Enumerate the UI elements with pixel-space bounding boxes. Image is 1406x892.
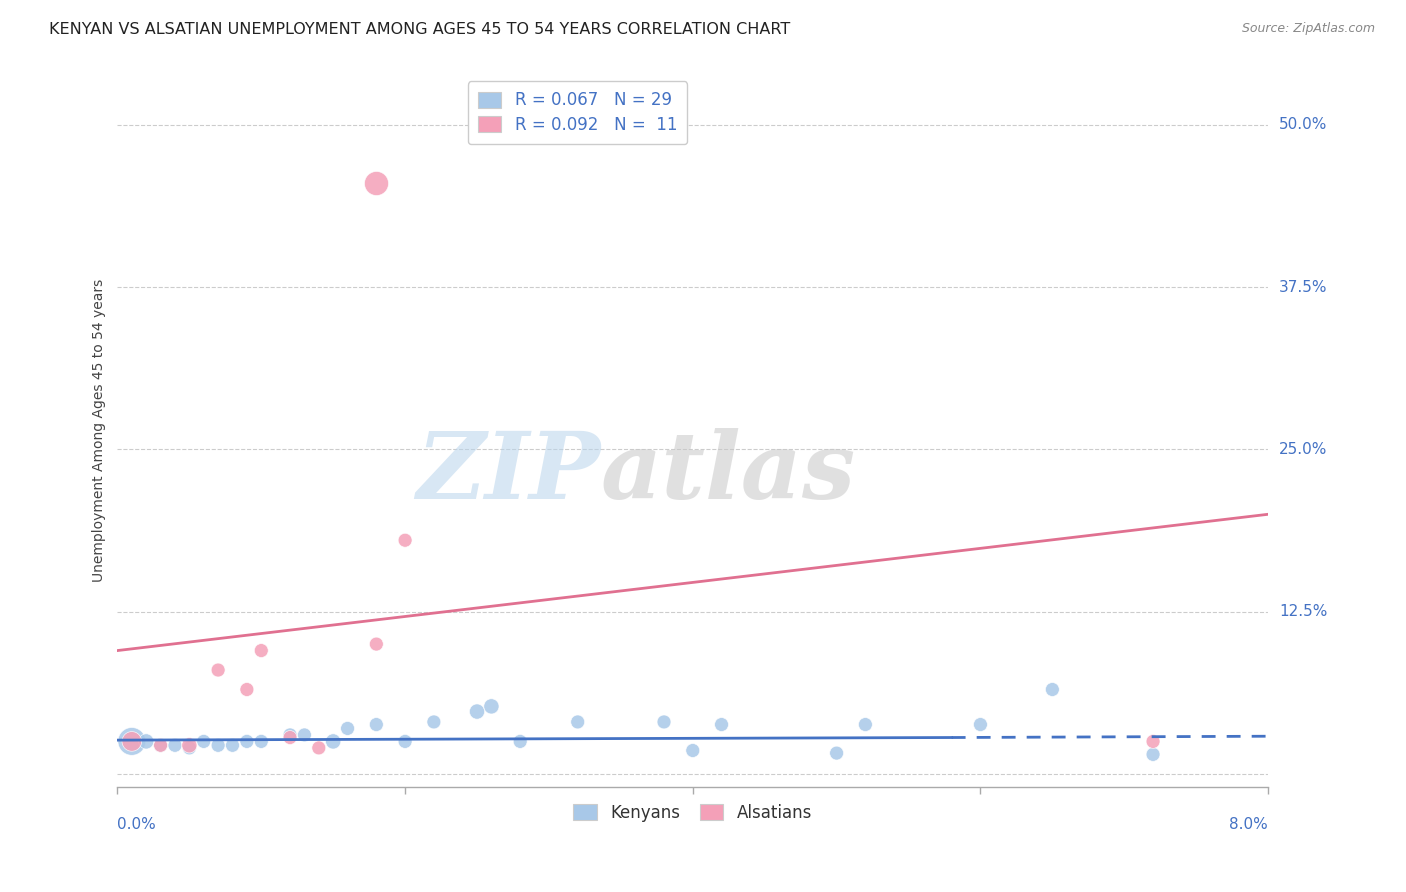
Point [366, 637, 388, 651]
Point [394, 533, 416, 548]
Point [481, 699, 503, 714]
Point [1040, 682, 1063, 697]
Text: 25.0%: 25.0% [1279, 442, 1327, 457]
Point [336, 722, 359, 736]
Text: 8.0%: 8.0% [1229, 817, 1268, 832]
Point [250, 734, 273, 748]
Text: KENYAN VS ALSATIAN UNEMPLOYMENT AMONG AGES 45 TO 54 YEARS CORRELATION CHART: KENYAN VS ALSATIAN UNEMPLOYMENT AMONG AG… [49, 22, 790, 37]
Point [121, 734, 143, 748]
Point [1142, 747, 1164, 762]
Point [652, 714, 675, 729]
Text: ZIP: ZIP [416, 428, 600, 517]
Point [366, 176, 388, 190]
Point [465, 705, 488, 719]
Text: 50.0%: 50.0% [1279, 118, 1327, 132]
Point [221, 739, 243, 753]
Point [1142, 734, 1164, 748]
Point [236, 734, 259, 748]
Point [394, 734, 416, 748]
Point [278, 731, 301, 745]
Point [179, 740, 201, 755]
Point [236, 682, 259, 697]
Point [366, 717, 388, 731]
Point [278, 728, 301, 742]
Point [207, 663, 229, 677]
Text: 12.5%: 12.5% [1279, 604, 1327, 619]
Point [135, 734, 157, 748]
Text: 0.0%: 0.0% [118, 817, 156, 832]
Point [250, 643, 273, 657]
Point [423, 714, 446, 729]
Point [308, 740, 330, 755]
Point [509, 734, 531, 748]
Text: Source: ZipAtlas.com: Source: ZipAtlas.com [1241, 22, 1375, 36]
Legend: Kenyans, Alsatians: Kenyans, Alsatians [567, 797, 818, 829]
Point [294, 728, 316, 742]
Y-axis label: Unemployment Among Ages 45 to 54 years: Unemployment Among Ages 45 to 54 years [93, 278, 107, 582]
Point [322, 734, 344, 748]
Point [969, 717, 991, 731]
Point [567, 714, 589, 729]
Text: 37.5%: 37.5% [1279, 279, 1327, 294]
Point [853, 717, 876, 731]
Point [710, 717, 733, 731]
Point [179, 739, 201, 753]
Point [163, 739, 186, 753]
Text: atlas: atlas [600, 428, 856, 517]
Point [149, 739, 172, 753]
Point [121, 734, 143, 748]
Point [207, 739, 229, 753]
Point [825, 746, 848, 760]
Point [149, 739, 172, 753]
Point [682, 743, 704, 757]
Point [193, 734, 215, 748]
